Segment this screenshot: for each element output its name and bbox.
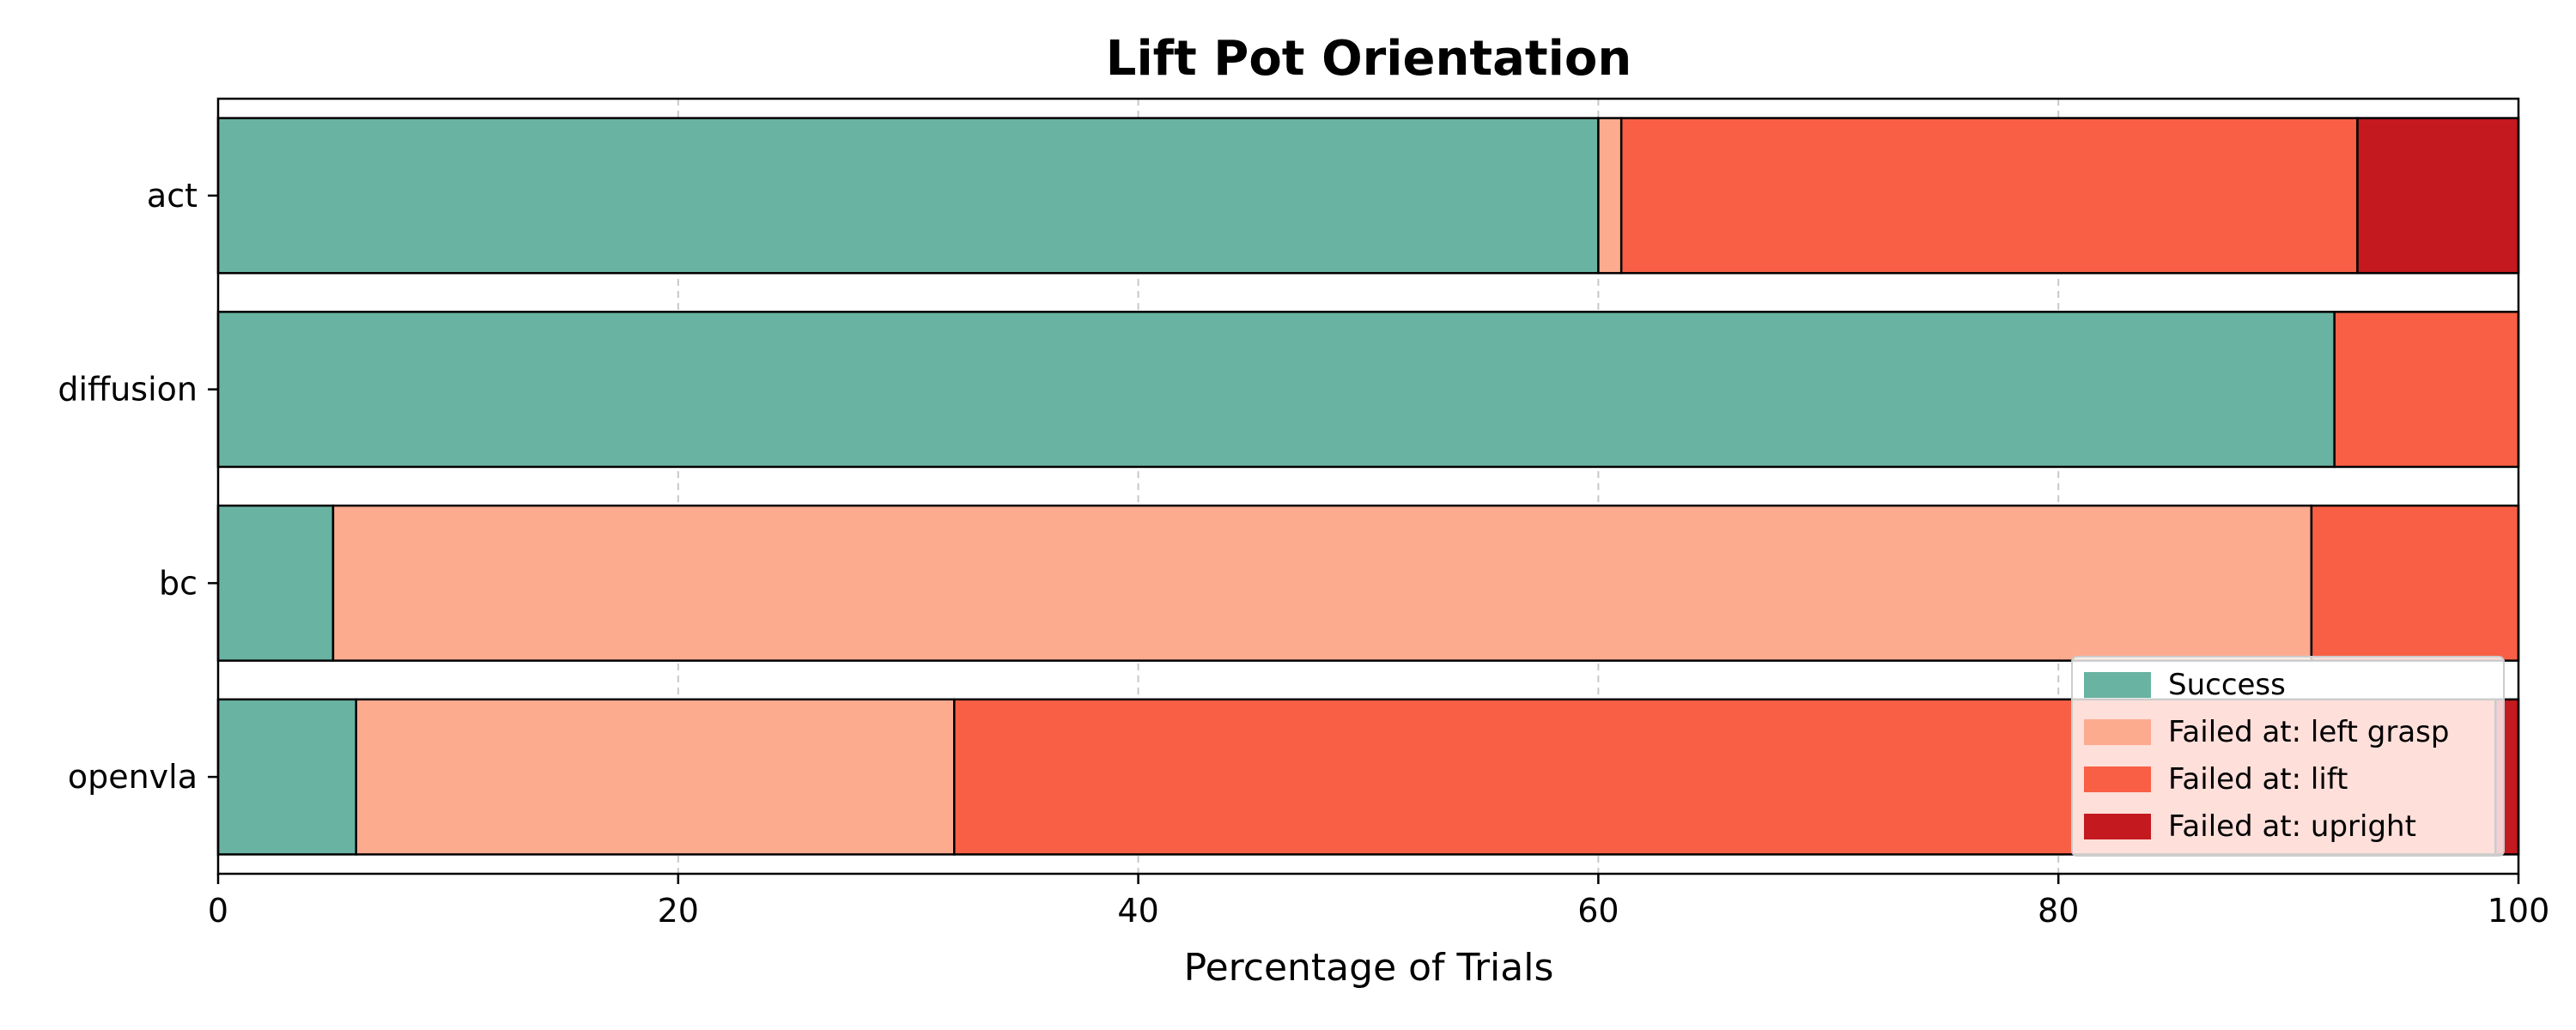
x-axis-label: Percentage of Trials xyxy=(1184,946,1554,990)
plot-frame xyxy=(216,97,2520,876)
legend-label: Success xyxy=(2168,668,2286,702)
legend-swatch xyxy=(2084,814,2151,839)
bar-bc-failed-at-lift xyxy=(2310,504,2520,662)
bar-act-failed-at-left-grasp xyxy=(1597,117,1623,275)
x-tick-label: 0 xyxy=(208,892,228,930)
legend: Success Failed at: left grasp Failed at: l… xyxy=(2071,656,2505,857)
legend-swatch xyxy=(2084,719,2151,745)
bar-diffusion-failed-at-lift xyxy=(2333,311,2520,469)
y-axis: act diffusion bc openvla xyxy=(58,177,218,796)
legend-label: Failed at: left grasp xyxy=(2168,715,2449,749)
y-tick-label: diffusion xyxy=(58,371,197,409)
legend-label: Failed at: lift xyxy=(2168,762,2348,797)
legend-box xyxy=(2071,656,2505,857)
x-tick-label: 20 xyxy=(658,892,699,930)
bar-diffusion-success xyxy=(216,311,2336,469)
y-tick-label: bc xyxy=(159,564,197,602)
bar-bc-failed-at-left-grasp xyxy=(331,504,2313,662)
x-tick-label: 40 xyxy=(1117,892,1158,930)
legend-swatch xyxy=(2084,672,2151,698)
chart-title: Lift Pot Orientation xyxy=(1106,31,1631,87)
bar-act-failed-at-lift xyxy=(1619,117,2359,275)
grid xyxy=(677,99,2060,874)
x-tick-label: 100 xyxy=(2488,892,2550,930)
bar-act-success xyxy=(216,117,1600,275)
bar-openvla-failed-at-left-grasp xyxy=(355,698,956,856)
x-tick-label: 60 xyxy=(1577,892,1619,930)
x-tick-label: 80 xyxy=(2038,892,2079,930)
bar-bc-success xyxy=(216,504,335,662)
bars xyxy=(216,117,2520,856)
legend-label: Failed at: upright xyxy=(2168,809,2416,844)
bar-act-failed-at-upright xyxy=(2356,117,2520,275)
x-axis: 0 20 40 60 80 100 xyxy=(208,874,2549,930)
y-tick-label: act xyxy=(147,177,197,215)
y-tick-label: openvla xyxy=(68,758,197,796)
bar-openvla-success xyxy=(216,698,357,856)
legend-swatch xyxy=(2084,766,2151,792)
